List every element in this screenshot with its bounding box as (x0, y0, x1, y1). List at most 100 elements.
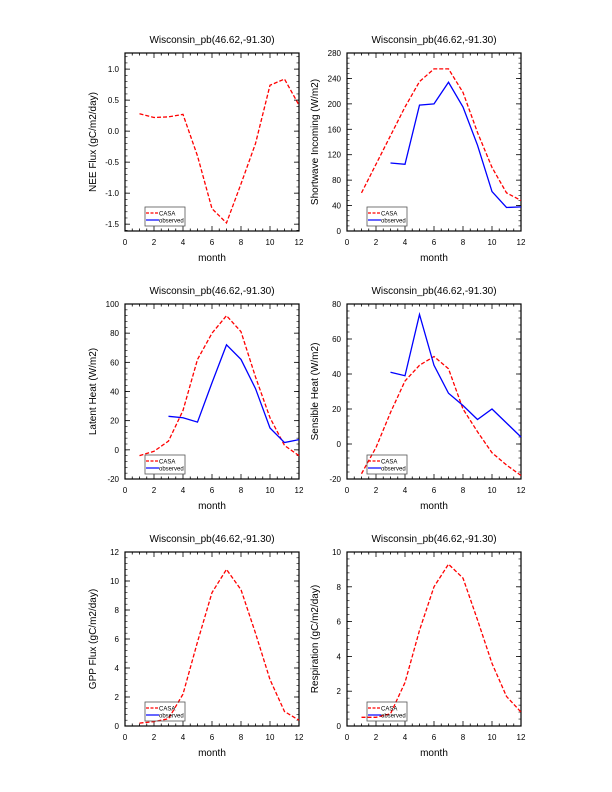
x-tick-label: 0 (345, 733, 350, 742)
x-tick-label: 6 (210, 238, 215, 247)
x-tick-label: 8 (461, 238, 466, 247)
series-line-CASA (139, 78, 300, 225)
plot-frame (124, 551, 300, 727)
y-tick-label: 12 (110, 548, 119, 557)
legend-label: CASA (381, 460, 397, 466)
chart-title: Wisconsin_pb(46.62,-91.30) (371, 35, 496, 46)
y-tick-label: -1.5 (105, 220, 119, 229)
y-axis-label: GPP Flux (gC/m2/day) (88, 589, 99, 689)
y-tick-label: 60 (110, 358, 119, 367)
y-tick-label: 0.0 (108, 127, 120, 136)
plot-frame (346, 52, 522, 232)
chart-panel: 0 2 4 6 8 10 1204080120160200240280Wisconsin_p… (310, 35, 526, 264)
x-tick-label: 4 (181, 486, 186, 495)
chart-title: Wisconsin_pb(46.62,-91.30) (149, 286, 274, 297)
y-tick-label: 10 (332, 548, 341, 557)
legend-label: observed (159, 714, 184, 720)
x-tick-label: 8 (239, 238, 244, 247)
x-tick-label: 10 (266, 486, 275, 495)
y-tick-label: 40 (332, 202, 341, 211)
x-tick-label: 12 (295, 238, 304, 247)
chart-title: Wisconsin_pb(46.62,-91.30) (149, 35, 274, 46)
y-tick-label: 280 (328, 49, 342, 58)
y-tick-label: 1.0 (108, 65, 120, 74)
y-tick-label: -1.0 (105, 189, 119, 198)
x-axis-label: month (420, 748, 448, 759)
legend-label: observed (381, 467, 406, 473)
x-tick-label: 4 (181, 238, 186, 247)
y-tick-label: 80 (332, 300, 341, 309)
x-axis-label: month (198, 748, 226, 759)
legend-box (144, 206, 186, 227)
chart-panel: 0 2 4 6 8 10 12 -1.5 -1.0 -0.5 0.0 0.5 1.0 Wisconsin_… (88, 35, 304, 264)
x-axis-label: month (420, 253, 448, 264)
y-tick-label: -0.5 (105, 158, 119, 167)
x-tick-label: 12 (295, 486, 304, 495)
y-tick-label: 10 (110, 577, 119, 586)
x-axis-label: month (198, 501, 226, 512)
x-tick-label: 10 (488, 733, 497, 742)
y-axis-label: Respiration (gC/m2/day) (310, 585, 321, 693)
y-tick-label: 100 (106, 300, 120, 309)
legend-box (366, 206, 408, 227)
y-tick-label: 240 (328, 74, 342, 83)
x-tick-label: 8 (239, 733, 244, 742)
legend-label: observed (381, 219, 406, 225)
chart-panel: 0 2 4 6 8 10 12 -20 0 20 40 60 80 100 Wisconsin_pb(46.… (88, 286, 304, 512)
y-tick-label: 0.5 (108, 96, 120, 105)
y-tick-label: 4 (337, 652, 342, 661)
y-tick-label: 120 (328, 151, 342, 160)
legend-box (144, 454, 186, 475)
x-tick-label: 6 (432, 733, 437, 742)
plot-frame (346, 551, 522, 727)
legend-box (366, 701, 408, 722)
y-axis-label: Latent Heat (W/m2) (88, 348, 99, 435)
x-tick-label: 2 (152, 238, 157, 247)
y-tick-label: -20 (329, 475, 341, 484)
x-tick-label: 12 (295, 733, 304, 742)
legend-label: observed (159, 467, 184, 473)
y-tick-label: 8 (115, 606, 120, 615)
x-tick-label: 10 (488, 238, 497, 247)
y-tick-label: 80 (332, 176, 341, 185)
y-tick-label: 200 (328, 100, 342, 109)
x-tick-label: 6 (432, 238, 437, 247)
y-tick-label: 2 (337, 687, 342, 696)
y-tick-label: -20 (107, 475, 119, 484)
legend-label: CASA (159, 707, 175, 713)
chart-panel: 0 2 4 6 8 10 12 0 2 4 6 8 10 12 Wisconsin_pb(46.62,-91… (88, 534, 304, 759)
plot-frame (124, 303, 300, 480)
x-tick-label: 10 (266, 238, 275, 247)
y-tick-label: 2 (115, 693, 120, 702)
chart-panel: 0 2 4 6 8 10 12 -20 0 20 40 60 80 Wisconsin_pb(46.62,… (310, 286, 526, 512)
y-tick-label: 0 (115, 446, 120, 455)
y-tick-label: 60 (332, 335, 341, 344)
y-tick-label: 20 (110, 417, 119, 426)
y-tick-label: 0 (337, 227, 342, 236)
y-tick-label: 4 (115, 664, 120, 673)
x-axis-label: month (198, 253, 226, 264)
x-tick-label: 2 (152, 486, 157, 495)
chart-title: Wisconsin_pb(46.62,-91.30) (371, 534, 496, 545)
series-line-CASA (139, 568, 300, 724)
legend-label: CASA (381, 707, 397, 713)
y-tick-label: 40 (332, 370, 341, 379)
x-axis-label: month (420, 501, 448, 512)
legend-label: observed (159, 219, 184, 225)
y-axis-label: Shortwave Incoming (W/m2) (310, 79, 321, 205)
x-tick-label: 8 (461, 733, 466, 742)
legend-box (366, 454, 408, 475)
plot-frame (124, 52, 300, 232)
y-tick-label: 0 (337, 440, 342, 449)
x-tick-label: 4 (403, 733, 408, 742)
chart-title: Wisconsin_pb(46.62,-91.30) (371, 286, 496, 297)
x-tick-label: 8 (461, 486, 466, 495)
plot-frame (346, 303, 522, 480)
x-tick-label: 0 (345, 238, 350, 247)
x-tick-label: 6 (210, 486, 215, 495)
y-tick-label: 6 (337, 618, 342, 627)
x-tick-label: 0 (123, 486, 128, 495)
x-tick-label: 8 (239, 486, 244, 495)
